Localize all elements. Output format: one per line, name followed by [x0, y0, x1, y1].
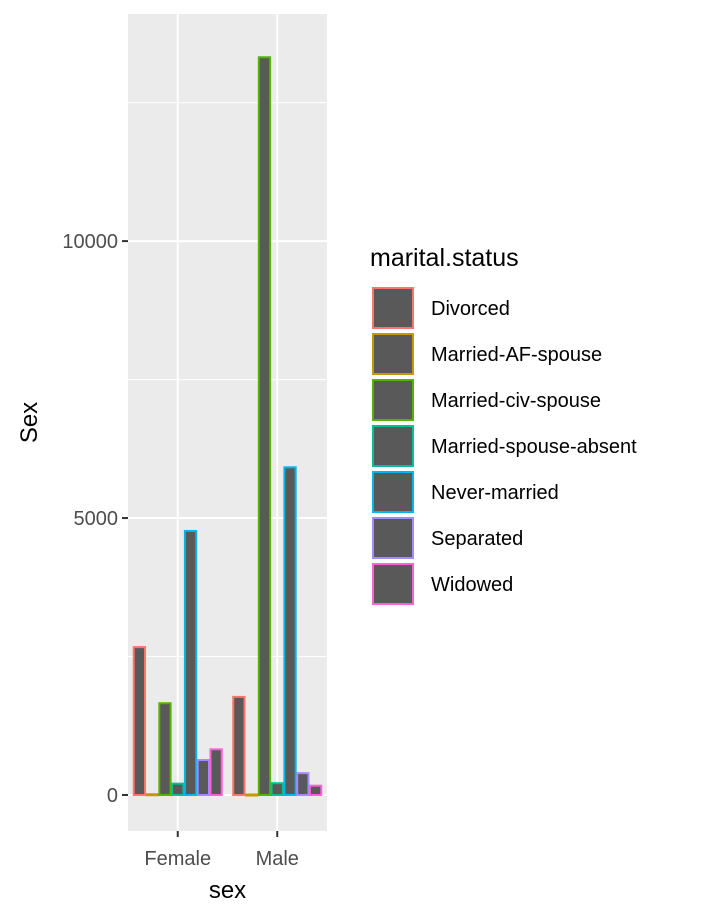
legend-key-swatch	[372, 517, 414, 559]
legend-key-swatch	[372, 471, 414, 513]
x-axis-title: sex	[209, 877, 246, 904]
legend-title: marital.status	[370, 244, 519, 272]
panel-background	[128, 14, 327, 831]
bar-female-married-spouse-absent	[171, 782, 185, 796]
bar-female-never-married	[183, 529, 198, 796]
bar-male-divorced	[232, 695, 246, 796]
axes: 0 5000 10000 Female Male	[62, 231, 299, 870]
legend-item-label: Divorced	[431, 298, 510, 320]
legend-key-swatch	[372, 425, 414, 467]
bar-male-married-af-spouse	[245, 793, 259, 797]
bar-female-separated	[196, 759, 210, 796]
plot-panel	[128, 14, 327, 831]
legend-item-label: Married-civ-spouse	[431, 390, 601, 412]
legend-item-label: Widowed	[431, 574, 513, 596]
legend-item-label: Married-spouse-absent	[431, 436, 637, 458]
y-tick-label: 0	[107, 785, 118, 807]
legend-item-label: Married-AF-spouse	[431, 344, 602, 366]
bars	[132, 56, 323, 797]
legend-key-swatch	[372, 287, 414, 329]
y-tick-label: 10000	[62, 231, 118, 253]
legend-key-swatch	[372, 563, 414, 605]
bar-male-married-civ-spouse	[257, 56, 272, 796]
legend-key-swatch	[372, 379, 414, 421]
legend: marital.status Divorced Married-AF-spouse…	[370, 244, 637, 605]
bar-female-widowed	[209, 748, 223, 796]
legend-item-label: Separated	[431, 528, 523, 550]
bar-female-divorced	[132, 646, 147, 796]
y-axis-title: Sex	[16, 402, 43, 443]
x-tick-label: Male	[256, 848, 299, 870]
y-tick-label: 5000	[74, 508, 119, 530]
bar-female-married-af-spouse	[145, 793, 159, 797]
bar-male-widowed	[308, 784, 323, 796]
bar-female-married-civ-spouse	[158, 702, 172, 796]
legend-key-swatch	[372, 333, 414, 375]
bar-male-separated	[296, 772, 310, 796]
x-tick-label: Female	[144, 848, 211, 870]
bar-male-never-married	[283, 466, 297, 796]
legend-item-label: Never-married	[431, 482, 559, 504]
bar-male-married-spouse-absent	[270, 782, 284, 796]
